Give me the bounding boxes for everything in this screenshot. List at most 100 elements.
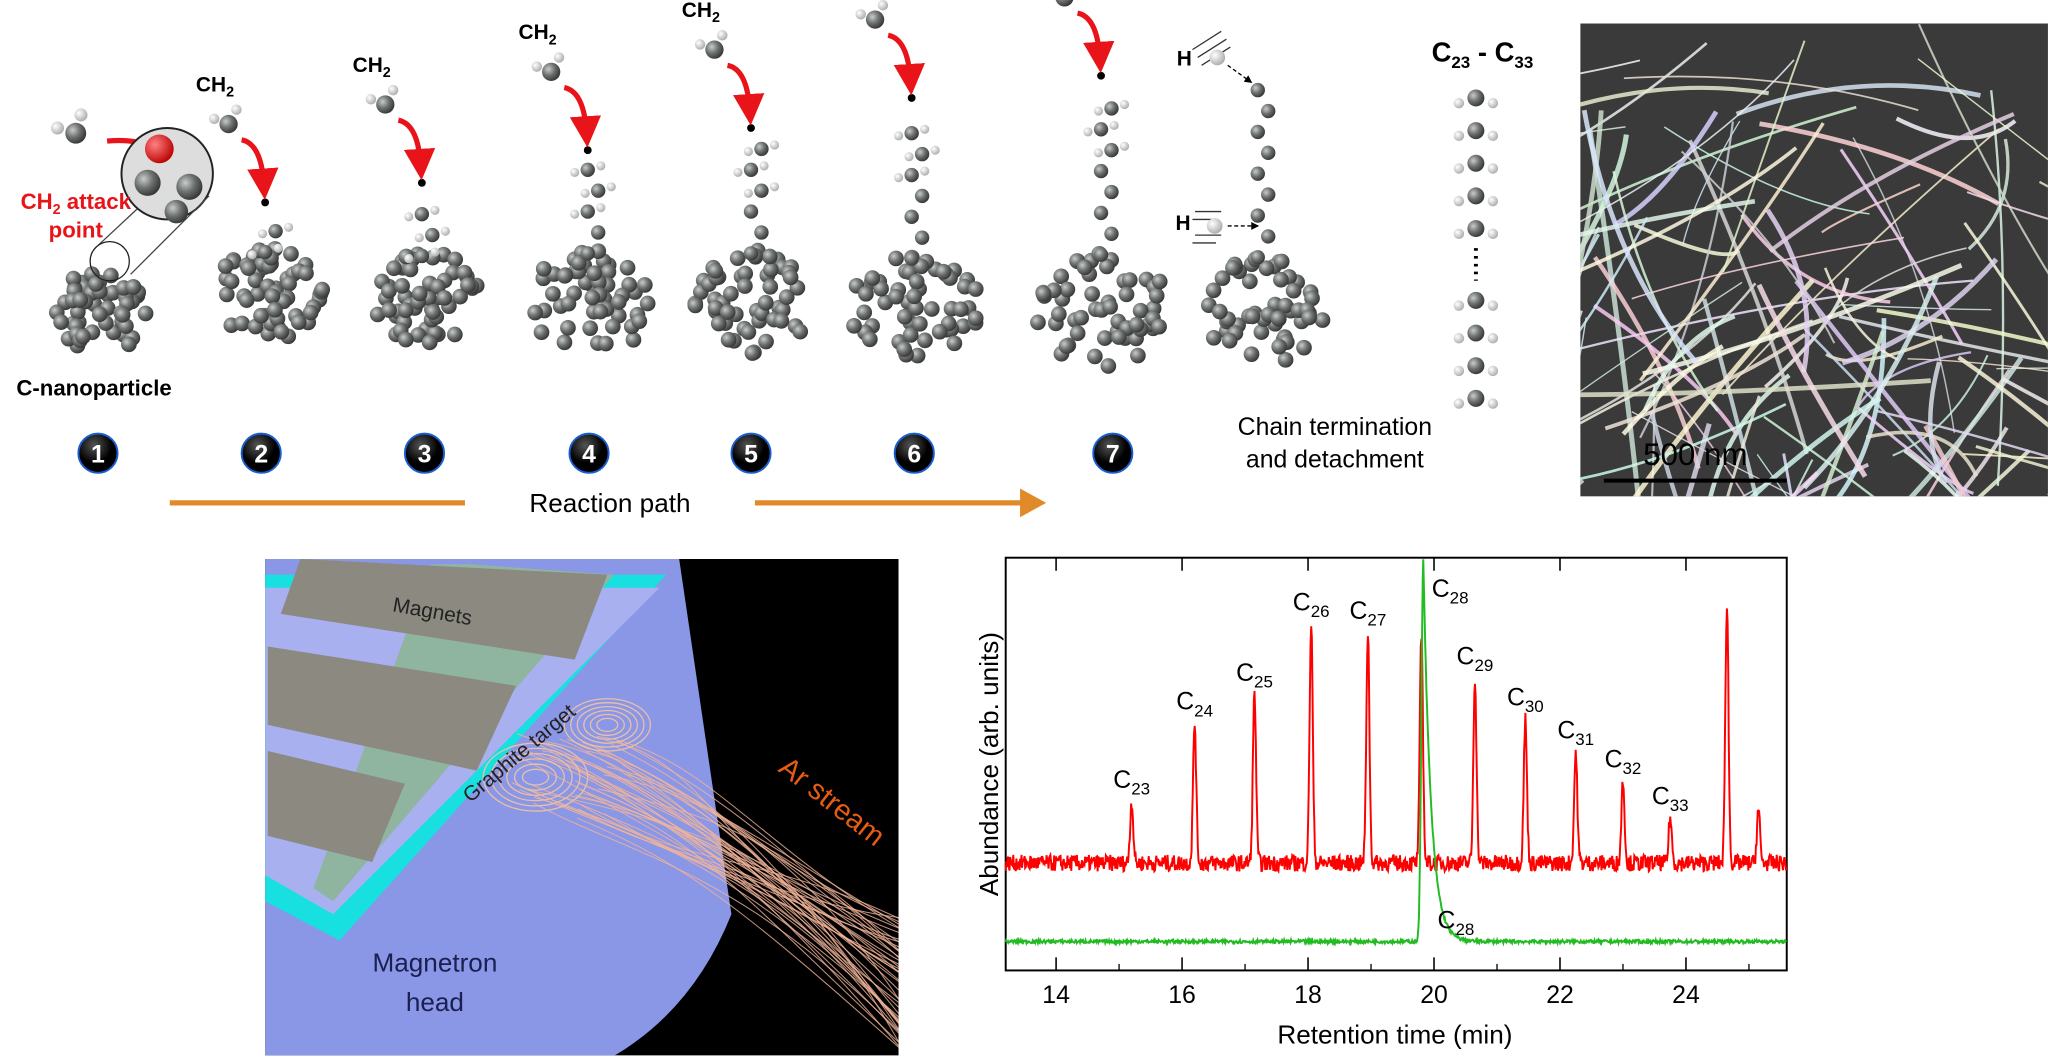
ch2-label: CH2 (353, 54, 391, 81)
carbon-atom (1271, 339, 1287, 355)
hydrogen-atom (607, 182, 616, 191)
chain-carbon (1467, 220, 1484, 237)
hydrogen-label: H (1177, 47, 1192, 70)
chain-carbon (904, 168, 918, 182)
attack-point-dot (908, 94, 916, 102)
carbon-atom (584, 290, 600, 306)
ch2-label: CH2 (196, 73, 234, 100)
carbon-atom (75, 329, 91, 345)
carbon-atom (632, 313, 648, 329)
hydrogen-atom (1120, 142, 1129, 151)
step-number: 3 (418, 441, 432, 468)
ch2-label: CH2 (519, 21, 557, 48)
series-trace-1 (1006, 559, 1786, 943)
fiber (1856, 491, 1958, 779)
carbon-atom (1051, 306, 1067, 322)
carbon-atom (1060, 282, 1076, 298)
carbon-atom (72, 292, 88, 308)
peak-label: C32 (1605, 747, 1642, 779)
carbon-atom (234, 316, 250, 332)
hydrogen-atom (920, 167, 929, 176)
chain-carbon (1251, 125, 1265, 139)
hydrogen-atom (878, 0, 888, 10)
chain-carbon (1251, 208, 1265, 222)
carbon-atom (398, 332, 414, 348)
nanoparticle-cluster (366, 85, 485, 350)
carbon-atom (437, 290, 453, 306)
magnetron-illustration: Magnets Graphite target Ar stream Magnet… (265, 559, 914, 1055)
carbon-atom (53, 314, 69, 330)
hydrogen-atom (1454, 196, 1464, 206)
hydrogen-atom (1083, 127, 1092, 136)
carbon-atom (1077, 260, 1093, 276)
step-number: 2 (254, 441, 268, 468)
hydrogen-atom (532, 61, 542, 71)
hydrogen-atom (1488, 131, 1498, 141)
carbon-atom (253, 308, 269, 324)
carbon-atom (265, 288, 281, 304)
peak-label: C24 (1176, 689, 1213, 721)
carbon-atom (906, 289, 922, 305)
hydrogen-atom (1488, 366, 1498, 376)
fiber (1564, 473, 1817, 806)
head-label: Magnetron (373, 948, 498, 978)
carbon-atom (1315, 312, 1331, 328)
ch2-carbon (705, 40, 723, 58)
hydrogen-atom (1454, 229, 1464, 239)
peak-label: C31 (1557, 718, 1594, 750)
hydrogen-atom (1110, 121, 1119, 130)
x-tick-label: 22 (1546, 982, 1574, 1009)
chain-carbon (915, 231, 929, 245)
hydrogen-atom (904, 152, 913, 161)
hydrogen-atom (894, 173, 903, 182)
hydrogen-atom (1094, 106, 1103, 115)
carbon-atom (640, 296, 656, 312)
hydrogen-atom (430, 248, 439, 257)
carbon-atom (909, 274, 925, 290)
hydrogen-atom (274, 244, 283, 253)
carbon-atom (1101, 358, 1117, 374)
carbon-atom (862, 331, 878, 347)
hydrogen-atom (744, 189, 753, 198)
chain-carbon (1094, 164, 1108, 178)
carbon-atom (783, 270, 799, 286)
chain-carbon (415, 249, 429, 263)
carbon-atom (1206, 330, 1222, 346)
hydrogen-atom (744, 147, 753, 156)
x-tick-label: 14 (1042, 982, 1070, 1009)
ch2-carbon (376, 95, 394, 113)
chain-carbon (425, 228, 439, 242)
atom (165, 200, 189, 224)
reaction-path-arrow: Reaction path (170, 488, 1046, 518)
carbon-atom (425, 304, 441, 320)
chain-carbon (1467, 325, 1484, 342)
ch2-carbon (866, 10, 884, 28)
carbon-atom (730, 250, 746, 266)
carbon-atom (1273, 272, 1289, 288)
carbon-atom (224, 274, 240, 290)
ch2-label: CH2 (682, 0, 720, 26)
carbon-atom (637, 277, 653, 293)
hydrogen-atom (596, 203, 605, 212)
carbon-atom (1097, 330, 1113, 346)
y-axis-label: Abundance (arb. units) (974, 632, 1004, 896)
carbon-atom (626, 332, 642, 348)
carbon-atom (846, 318, 862, 334)
carbon-atom (557, 334, 573, 350)
carbon-atom (620, 260, 636, 276)
step-badge-1: 1 (78, 434, 117, 473)
hydrogen-atom (554, 52, 564, 62)
carbon-atom (121, 336, 137, 352)
carbon-atom (912, 316, 928, 332)
carbon-atom (792, 324, 808, 340)
x-tick-label: 16 (1168, 982, 1196, 1009)
peak-label: C33 (1652, 784, 1689, 816)
carbon-atom (865, 270, 881, 286)
chain-carbon (915, 147, 929, 161)
zoom-line (98, 209, 137, 246)
attack-point-dot (747, 124, 755, 132)
carbon-atom (560, 320, 576, 336)
